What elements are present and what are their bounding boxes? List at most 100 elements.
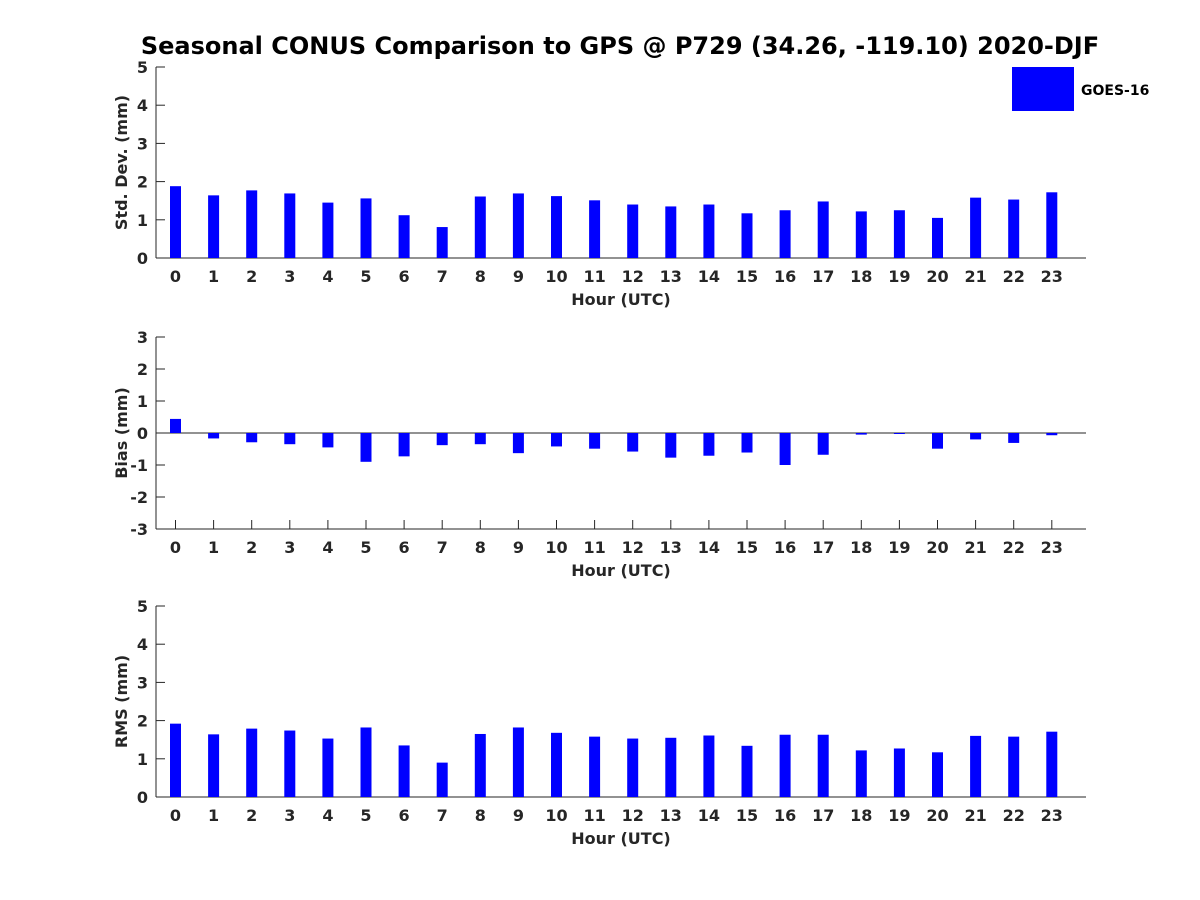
x-tick-label: 17	[812, 267, 834, 286]
bar	[779, 210, 791, 258]
x-tick-label: 19	[888, 538, 910, 557]
x-tick-label: 9	[513, 267, 524, 286]
x-tick-label: 5	[360, 267, 371, 286]
x-tick-label: 10	[545, 806, 567, 825]
bar	[246, 728, 258, 797]
bar	[855, 211, 867, 258]
bar	[322, 202, 334, 258]
bar	[817, 433, 829, 455]
x-tick-label: 0	[170, 806, 181, 825]
y-tick-label: 2	[137, 360, 148, 379]
x-tick-label: 5	[360, 806, 371, 825]
bar	[665, 206, 677, 258]
bar	[970, 197, 982, 258]
y-tick-label: 3	[137, 328, 148, 347]
legend: GOES-16	[1012, 67, 1149, 111]
bar	[627, 433, 639, 452]
x-axis-label: Hour (UTC)	[571, 561, 671, 580]
bar	[208, 433, 220, 439]
bar	[1046, 731, 1058, 797]
bar	[360, 727, 372, 797]
x-tick-label: 20	[926, 538, 948, 557]
x-tick-label: 10	[545, 267, 567, 286]
x-tick-label: 13	[660, 267, 682, 286]
x-tick-label: 14	[698, 538, 720, 557]
bar	[170, 186, 181, 258]
x-tick-label: 12	[622, 267, 644, 286]
chart-title: Seasonal CONUS Comparison to GPS @ P729 …	[141, 32, 1099, 60]
bar	[589, 736, 601, 797]
bar	[322, 738, 334, 797]
x-tick-label: 4	[322, 806, 333, 825]
x-tick-label: 4	[322, 538, 333, 557]
x-tick-label: 7	[437, 267, 448, 286]
bar	[741, 213, 753, 258]
bar	[436, 227, 448, 258]
y-tick-label: 2	[137, 173, 148, 192]
x-tick-label: 15	[736, 267, 758, 286]
x-tick-label: 3	[284, 806, 295, 825]
x-tick-label: 22	[1003, 538, 1025, 557]
x-tick-label: 6	[399, 806, 410, 825]
x-axis-label: Hour (UTC)	[571, 290, 671, 309]
y-tick-label: 4	[137, 96, 148, 115]
bar	[1046, 433, 1058, 436]
x-tick-label: 16	[774, 267, 796, 286]
bar	[627, 204, 639, 258]
bar	[970, 735, 982, 797]
x-tick-label: 17	[812, 806, 834, 825]
bar	[284, 433, 296, 445]
x-tick-label: 22	[1003, 806, 1025, 825]
bar	[398, 433, 410, 457]
bar	[474, 196, 486, 258]
bar	[932, 433, 943, 449]
bar	[970, 433, 982, 440]
y-tick-label: 5	[137, 597, 148, 616]
bar	[855, 433, 867, 435]
bar	[512, 433, 524, 454]
bar	[246, 433, 258, 443]
bar	[208, 195, 220, 258]
x-tick-label: 8	[475, 538, 486, 557]
y-tick-label: 1	[137, 750, 148, 769]
bar	[627, 738, 639, 797]
x-tick-label: 11	[583, 806, 605, 825]
bar	[817, 201, 829, 258]
x-tick-label: 8	[475, 267, 486, 286]
bar	[284, 730, 296, 797]
x-tick-label: 19	[888, 267, 910, 286]
bar	[322, 433, 334, 448]
x-tick-label: 9	[513, 538, 524, 557]
bar	[1008, 433, 1020, 443]
y-tick-label: -2	[130, 488, 148, 507]
bar	[474, 733, 486, 797]
x-tick-label: 0	[170, 538, 181, 557]
bar	[703, 433, 715, 456]
x-tick-label: 2	[246, 806, 257, 825]
bar	[817, 734, 829, 797]
y-tick-label: 0	[137, 249, 148, 268]
legend-swatch-goes-16	[1012, 67, 1074, 111]
bar	[360, 198, 372, 258]
x-tick-label: 6	[399, 267, 410, 286]
bar	[512, 727, 524, 797]
x-tick-label: 7	[437, 806, 448, 825]
bar	[779, 734, 791, 797]
bar	[893, 210, 905, 258]
bar	[170, 723, 181, 797]
bar	[551, 433, 562, 447]
bar	[170, 418, 181, 433]
bar	[665, 433, 677, 458]
x-tick-label: 11	[583, 267, 605, 286]
x-tick-label: 13	[660, 538, 682, 557]
x-tick-label: 14	[698, 267, 720, 286]
x-tick-label: 23	[1041, 538, 1063, 557]
bar	[855, 750, 867, 797]
x-tick-label: 21	[964, 538, 986, 557]
bar	[512, 193, 524, 258]
y-tick-label: 3	[137, 673, 148, 692]
bar	[741, 433, 753, 453]
x-tick-label: 10	[545, 538, 567, 557]
